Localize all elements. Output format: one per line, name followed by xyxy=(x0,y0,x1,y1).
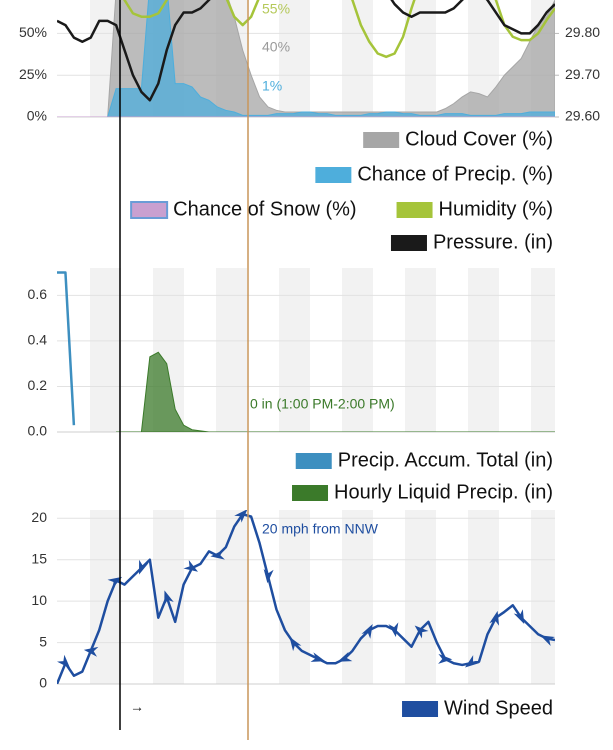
annotation: 20 mph from NNW xyxy=(262,521,379,537)
legend-label: Chance of Snow (%) xyxy=(173,198,356,220)
wind-arrow xyxy=(107,576,123,589)
wind-arrow xyxy=(513,609,525,625)
line xyxy=(123,0,555,59)
day-band xyxy=(468,510,499,684)
y-tick-label: 25% xyxy=(19,66,47,82)
legend-swatch xyxy=(315,167,352,183)
wind-arrow xyxy=(465,655,480,668)
plot: 0% 25% 50% 29.60 29.70 29.80 55% 40% 1% Cloud Cov… xyxy=(19,0,600,253)
legend-label: Hourly Liquid Precip. (in) xyxy=(334,481,553,503)
wind-arrow xyxy=(361,624,373,639)
plot: 0.0 0.2 0.4 0.6 0 in (1:00 PM-2:00 PM) Precip… xyxy=(28,268,555,503)
day-band xyxy=(405,510,436,684)
day-band xyxy=(90,510,121,684)
annotation: 0 in (1:00 PM-2:00 PM) xyxy=(250,396,395,412)
wind-arrow xyxy=(438,653,453,664)
day-band xyxy=(216,510,247,684)
wind-arrow xyxy=(337,651,353,662)
y-tick-label: 50% xyxy=(19,24,47,40)
annotation: → xyxy=(130,699,144,715)
y-tick-label: 0.2 xyxy=(28,377,48,393)
plot: 0 5 10 15 20 20 mph from NNW → Wind Speed xyxy=(31,509,555,719)
y2-tick-label: 29.70 xyxy=(565,66,600,82)
wind-arrow xyxy=(289,636,302,652)
y-tick-label: 20 xyxy=(31,509,47,525)
y2-tick-label: 29.80 xyxy=(565,24,600,40)
day-band xyxy=(216,268,247,432)
legend-swatch xyxy=(402,701,439,717)
wind-arrow xyxy=(183,560,198,572)
y-tick-label: 15 xyxy=(31,550,47,566)
annotation: 1% xyxy=(262,78,282,94)
y-tick-label: 0 xyxy=(39,675,47,691)
legend-swatch xyxy=(295,453,332,469)
legend-label: Cloud Cover (%) xyxy=(405,128,553,150)
wind-arrow xyxy=(57,654,71,669)
wind-arrow xyxy=(540,635,555,646)
wind-arrow xyxy=(263,568,274,584)
wind-arrow xyxy=(83,646,99,657)
wind-arrow xyxy=(234,510,248,523)
y-tick-label: 10 xyxy=(31,592,47,608)
wind-arrow xyxy=(489,610,500,626)
day-band xyxy=(468,268,499,432)
series-group xyxy=(57,271,555,432)
day-band xyxy=(405,268,436,432)
legend-swatch xyxy=(130,201,169,219)
chart-layers: 0% 25% 50% 29.60 29.70 29.80 55% 40% 1% Cloud Cov… xyxy=(19,0,600,719)
y-tick-label: 0% xyxy=(27,108,47,124)
y-tick-label: 0.0 xyxy=(28,423,48,439)
series-group xyxy=(57,0,555,117)
wind-arrow xyxy=(310,652,326,662)
wind-arrow xyxy=(164,590,174,606)
annotation: 55% xyxy=(262,1,290,17)
wind-arrow xyxy=(388,622,399,638)
day-band xyxy=(279,510,310,684)
wind-arrow xyxy=(139,559,149,575)
legend-label: Wind Speed xyxy=(444,697,553,719)
y2-tick-label: 29.60 xyxy=(565,108,600,124)
day-band xyxy=(531,268,555,432)
day-band xyxy=(90,268,121,432)
legend-label: Chance of Precip. (%) xyxy=(357,163,553,185)
area xyxy=(57,0,555,117)
series-group xyxy=(57,510,555,684)
area xyxy=(116,351,555,432)
line xyxy=(57,0,555,102)
wind-arrow xyxy=(414,625,429,639)
y-tick-label: 0.4 xyxy=(28,332,48,348)
y-tick-label: 0.6 xyxy=(28,286,48,302)
wind-arrow xyxy=(210,549,225,560)
legend-label: Pressure. (in) xyxy=(433,231,553,253)
day-band xyxy=(279,0,310,117)
day-band xyxy=(531,510,555,684)
legend-swatch xyxy=(292,485,329,501)
legend-swatch xyxy=(390,235,427,251)
annotation: 40% xyxy=(262,39,290,55)
legend-swatch xyxy=(396,202,433,218)
line xyxy=(57,271,76,426)
legend-label: Humidity (%) xyxy=(439,198,553,220)
y-tick-label: 5 xyxy=(39,633,47,649)
legend-label: Precip. Accum. Total (in) xyxy=(338,449,553,471)
legend-swatch xyxy=(363,132,400,148)
day-band xyxy=(405,0,436,117)
day-band xyxy=(342,0,373,117)
